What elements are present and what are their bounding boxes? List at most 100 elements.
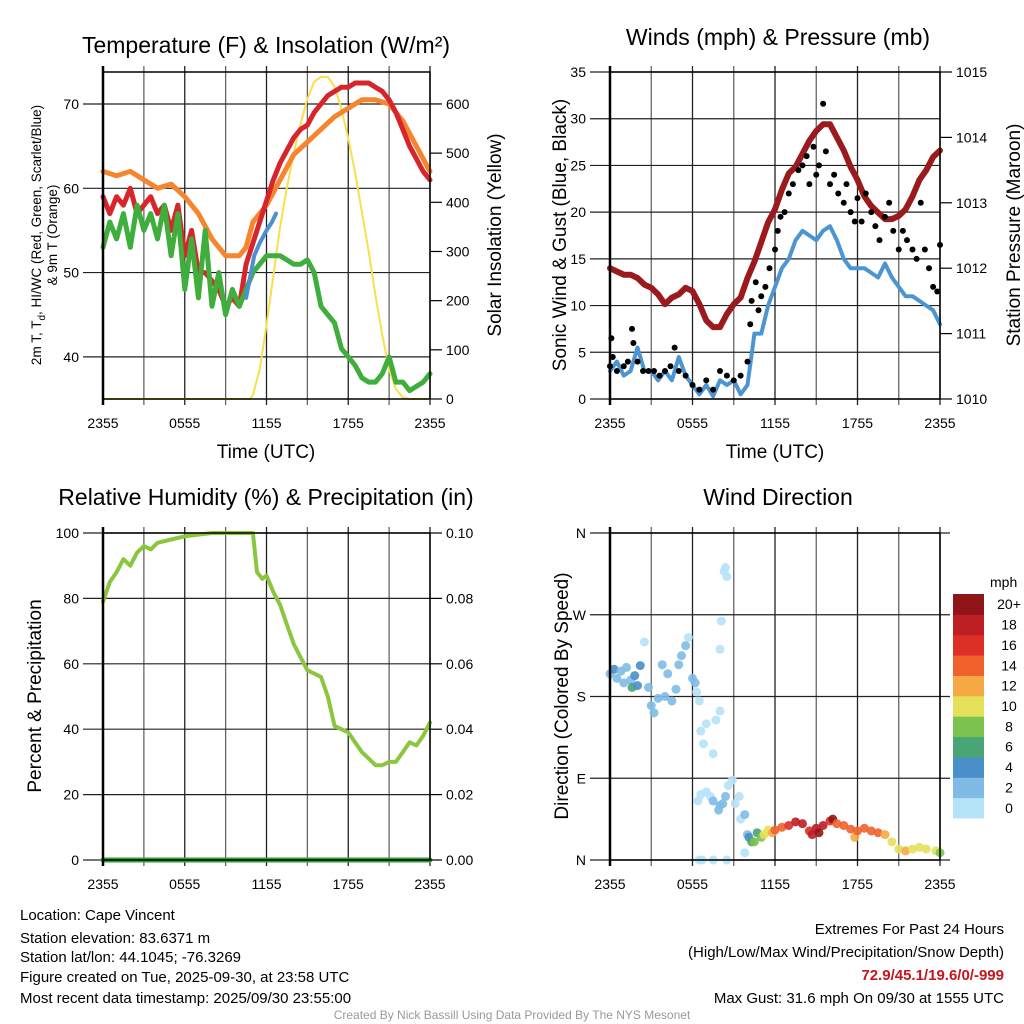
y-tick-label: N (576, 525, 586, 541)
wind-direction-point (657, 660, 667, 670)
wind-direction-point (683, 632, 693, 642)
gust-point (803, 153, 810, 160)
temperature-y-axis-label: 2m T, Td, HI/WC (Red, Green, Scarlet/Blu… (29, 105, 48, 365)
y2-tick-label: 600 (446, 96, 470, 112)
colorbar-swatch (953, 756, 984, 778)
colorbar-swatch (953, 716, 984, 738)
gust-point (747, 321, 754, 328)
x-tick-label: 1155 (760, 415, 790, 431)
y-tick-label: 70 (63, 96, 79, 112)
wind-direction-point (612, 673, 622, 683)
wind-direction-point (921, 844, 931, 854)
colorbar-label: 4 (1005, 759, 1013, 775)
wind-direction-point (853, 826, 862, 836)
y-tick-label: E (577, 770, 586, 786)
y-tick-label: 20 (63, 787, 79, 803)
gust-point (723, 372, 730, 379)
wind-direction-point (715, 644, 725, 654)
wind-direction-point (880, 830, 890, 840)
x-tick-label: 1755 (333, 876, 364, 892)
wind-direction-point (770, 825, 780, 835)
wind-direction-point (901, 846, 911, 856)
gust-point (689, 381, 696, 388)
wind-direction-point (832, 819, 842, 829)
gust-point (755, 307, 762, 314)
wind-direction-point (839, 820, 849, 830)
gust-point (930, 283, 937, 290)
wind-direction-y-axis-label: Direction (Colored By Speed) (552, 572, 573, 819)
gust-point (785, 190, 792, 197)
gust-point (820, 100, 827, 107)
x-tick-label: 1755 (333, 415, 364, 431)
extremes-title: Extremes For Past 24 Hours (815, 921, 1004, 938)
y-tick-label: 0 (71, 852, 79, 868)
wind-direction-point (807, 830, 817, 840)
y2-tick-label: 400 (446, 194, 470, 210)
colorbar-label: 0 (1005, 800, 1013, 816)
gust-point (675, 367, 682, 374)
gust-point (613, 367, 620, 374)
wind-direction-point (718, 799, 728, 809)
series-line-hi-wc (244, 211, 278, 300)
y-tick-label: 20 (570, 204, 586, 220)
gust-point (810, 143, 817, 150)
y-tick-label: 35 (570, 64, 586, 80)
gust-point (795, 167, 802, 174)
wind-direction-point (701, 719, 711, 729)
gust-point (868, 209, 875, 216)
gust-point (696, 386, 703, 393)
gust-point (899, 227, 906, 234)
gust-point (744, 358, 751, 365)
y-tick-label: 0 (578, 391, 586, 407)
wind-direction-point (715, 706, 725, 716)
wind-direction-point (635, 661, 645, 671)
gust-point (630, 339, 637, 346)
humidity-chart-title: Relative Humidity (%) & Precipitation (i… (58, 484, 473, 510)
y-tick-label: 40 (63, 721, 79, 737)
y2-tick-label: 0.10 (446, 525, 473, 541)
wind-direction-point (777, 822, 787, 832)
gust-point (816, 162, 822, 169)
wind-direction-point (708, 749, 718, 759)
wind-direction-point (646, 701, 656, 711)
wind-direction-point (674, 660, 684, 670)
data-layer (100, 75, 945, 865)
wind-direction-point (677, 651, 686, 661)
colorbar-swatch (953, 634, 984, 656)
gust-point (703, 377, 710, 384)
colorbar-swatch (953, 777, 984, 799)
y2-tick-label: 0.04 (446, 721, 473, 737)
colorbar-label: 2 (1005, 779, 1013, 795)
gust-point (629, 325, 635, 332)
y2-tick-label: 1012 (956, 260, 987, 276)
gust-point (813, 171, 820, 178)
y-tick-label: W (573, 607, 587, 623)
wind-direction-point (649, 708, 659, 718)
wind-direction-point (633, 681, 642, 691)
wind-direction-point (859, 823, 869, 833)
wind-direction-point (692, 687, 702, 697)
gust-point (890, 227, 897, 234)
gust-point (806, 181, 813, 188)
colorbar-swatch (953, 797, 984, 819)
gust-point (667, 363, 674, 370)
wind-direction-point (699, 739, 708, 749)
series-line-relative-humidity (101, 531, 432, 768)
colorbar-label: 8 (1005, 718, 1013, 734)
wind-direction-point (749, 837, 759, 847)
y-tick-label: 15 (570, 251, 586, 267)
pressure-y-axis-label: Station Pressure (Maroon) (1004, 124, 1024, 347)
extremes-legend: (High/Low/Max Wind/Precipitation/Snow De… (688, 944, 1004, 961)
wind-direction-point (846, 824, 856, 834)
wind-direction-point (894, 844, 904, 854)
ylabel-part: , HI/WC (Red, Green, Scarlet/Blue) (29, 105, 44, 315)
x-tick-label: 1755 (842, 876, 873, 892)
gust-point (934, 288, 941, 295)
gust-point (904, 237, 910, 244)
wind-direction-point (716, 616, 726, 626)
y-tick-label: S (577, 689, 586, 705)
wind-direction-point (696, 726, 706, 736)
gust-point (895, 246, 902, 253)
gust-point (730, 377, 737, 384)
gust-point (913, 255, 920, 262)
